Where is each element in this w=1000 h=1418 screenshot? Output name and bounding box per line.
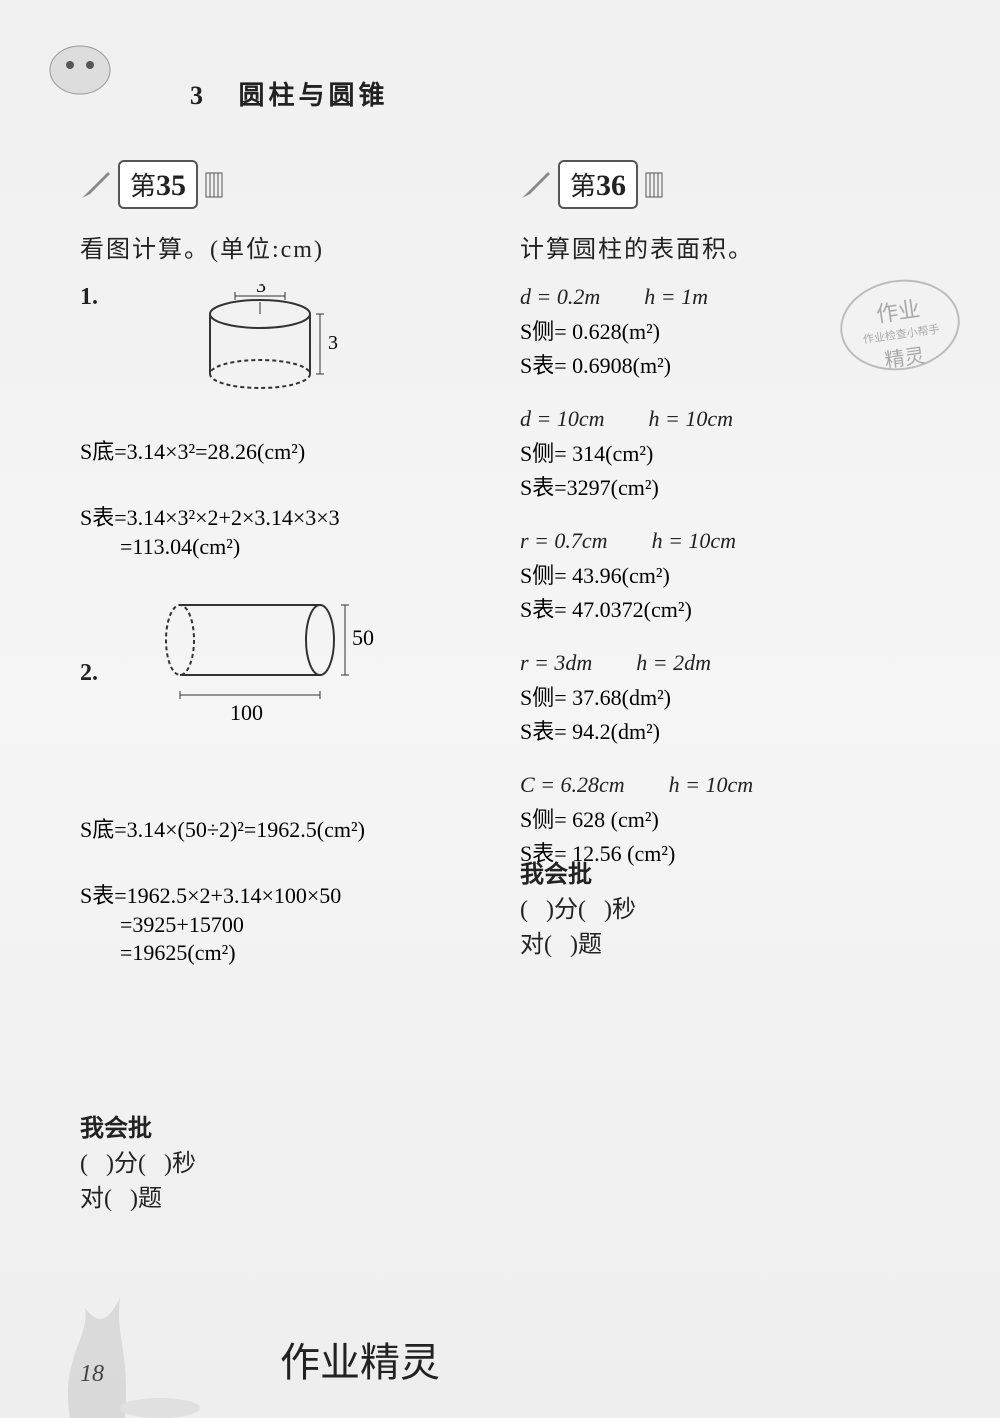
card-prefix: 第 (570, 172, 596, 201)
problem-2-number: 2. (80, 660, 98, 687)
p2-work-line3: =3925+15700 (120, 912, 500, 938)
card36-item-2-ans2: S表= 47.0372(cm²) (520, 592, 940, 624)
cylinder-diagram-2: 50 100 (120, 570, 400, 730)
grade-line2-left: 对( )题 (80, 1178, 500, 1213)
problem-1: 1. 3 3 (80, 284, 500, 424)
card36-item-1-ans2: S表=3297(cm²) (520, 470, 940, 502)
grade-footer-right: 我会批 ( )分( )秒 对( )题 (520, 854, 940, 959)
card36-item-1: d = 10cm h = 10cm S侧= 314(cm²)S表=3297(cm²… (520, 406, 940, 502)
p1-height-label: 3 (328, 332, 338, 354)
watermark-text: 作业精灵 (280, 1330, 440, 1388)
p1-work-line2: S表=3.14×3²×2+2×3.14×3×3 (80, 500, 500, 532)
card-36-prompt: 计算圆柱的表面积。 (520, 229, 940, 264)
chapter-number: 3 (190, 81, 207, 110)
card36-item-0-given: d = 0.2m h = 1m (520, 284, 940, 310)
problem-2: 2. 50 100 (80, 570, 500, 740)
tree-decoration (40, 1278, 200, 1418)
flag-icon (642, 171, 666, 199)
card-35-label: 第35 (118, 160, 198, 209)
grade-footer-left: 我会批 ( )分( )秒 对( )题 (80, 1108, 500, 1213)
p2-length-label: 100 (230, 700, 263, 725)
card36-item-2-ans1: S侧= 43.96(cm²) (520, 558, 940, 590)
card36-item-2-given: r = 0.7cm h = 10cm (520, 528, 940, 554)
card-35-column: 第35 看图计算。(单位:cm) 1. 3 (80, 140, 500, 1073)
chapter-title: 3 圆柱与圆锥 (190, 75, 389, 112)
grade-title-right: 我会批 (520, 854, 940, 889)
card36-item-2: r = 0.7cm h = 10cm S侧= 43.96(cm²)S表= 47.0… (520, 528, 940, 624)
cylinder-diagram-1: 3 3 (180, 284, 380, 404)
card36-item-4-given: C = 6.28cm h = 10cm (520, 772, 940, 798)
grade-line2-right: 对( )题 (520, 924, 940, 959)
card-35-number: 35 (156, 169, 186, 202)
flag-icon (202, 171, 226, 199)
grade-line1-left: ( )分( )秒 (80, 1143, 500, 1178)
p1-radius-label: 3 (256, 284, 266, 297)
p1-work-line3: =113.04(cm²) (120, 534, 500, 560)
card-36-column: 第36 计算圆柱的表面积。 d = 0.2m h = 1m S侧= 0.628(m… (520, 140, 940, 1073)
card36-item-0-ans2: S表= 0.6908(m²) (520, 348, 940, 380)
card36-item-3: r = 3dm h = 2dm S侧= 37.68(dm²)S表= 94.2(dm… (520, 650, 940, 746)
pencil-icon (80, 170, 110, 200)
card36-item-3-given: r = 3dm h = 2dm (520, 650, 940, 676)
grade-line1-right: ( )分( )秒 (520, 889, 940, 924)
header-cartoon (30, 20, 130, 100)
p2-work-line4: =19625(cm²) (120, 940, 500, 966)
card36-item-0-ans1: S侧= 0.628(m²) (520, 314, 940, 346)
chapter-name: 圆柱与圆锥 (239, 81, 389, 110)
card-35-header: 第35 (80, 160, 500, 209)
p2-work-line2: S表=1962.5×2+3.14×100×50 (80, 878, 500, 910)
card36-item-0: d = 0.2m h = 1m S侧= 0.628(m²)S表= 0.6908(m… (520, 284, 940, 380)
card-36-label: 第36 (558, 160, 638, 209)
card-36-header: 第36 (520, 160, 940, 209)
p2-diameter-label: 50 (352, 625, 374, 650)
card-prefix: 第 (130, 172, 156, 201)
card36-item-3-ans1: S侧= 37.68(dm²) (520, 680, 940, 712)
page-number: 18 (80, 1361, 104, 1388)
p2-work-line1: S底=3.14×(50÷2)²=1962.5(cm²) (80, 812, 500, 844)
problem-1-number: 1. (80, 284, 98, 311)
card36-item-1-ans1: S侧= 314(cm²) (520, 436, 940, 468)
card36-item-1-given: d = 10cm h = 10cm (520, 406, 940, 432)
card-36-number: 36 (596, 169, 626, 202)
grade-title-left: 我会批 (80, 1108, 500, 1143)
pencil-icon (520, 170, 550, 200)
card36-item-4-ans1: S侧= 628 (cm²) (520, 802, 940, 834)
card36-item-3-ans2: S表= 94.2(dm²) (520, 714, 940, 746)
p1-work-line1: S底=3.14×3²=28.26(cm²) (80, 434, 500, 466)
card-35-prompt: 看图计算。(单位:cm) (80, 229, 500, 264)
